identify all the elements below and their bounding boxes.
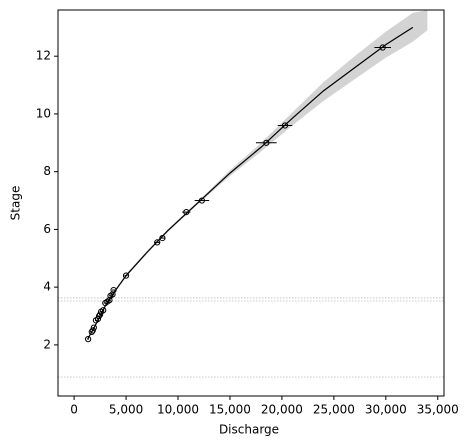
data-point [106,297,113,304]
data-point [154,239,161,246]
x-tick-label: 5,000 [109,403,143,417]
data-point [85,336,92,343]
x-tick-label: 15,000 [209,403,251,417]
y-tick-label: 10 [36,106,51,120]
x-tick-label: 0 [70,403,78,417]
fit-line [87,26,414,340]
x-tick-label: 25,000 [313,403,355,417]
data-point [90,324,97,331]
x-tick-label: 10,000 [157,403,199,417]
x-tick-label: 20,000 [261,403,303,417]
data-point [110,286,117,294]
data-point [183,208,190,216]
data-point [198,197,206,204]
x-tick-label: 35,000 [417,403,459,417]
data-point [122,272,130,279]
y-tick-label: 8 [43,164,51,178]
y-tick-label: 6 [43,222,51,236]
y-tick-label: 2 [43,337,51,351]
data-point [159,234,166,242]
y-axis-label: Stage [9,186,23,221]
y-tick-label: 12 [36,49,51,63]
data-point [100,307,107,314]
x-tick-label: 30,000 [365,403,407,417]
data-point [281,122,289,129]
y-tick-label: 4 [43,280,51,294]
confidence-band [87,10,428,341]
data-point [379,44,386,51]
data-point [109,291,116,298]
data-point [263,139,270,146]
data-point [89,327,96,334]
x-axis-label: Discharge [219,423,279,437]
plot-frame [57,9,445,397]
